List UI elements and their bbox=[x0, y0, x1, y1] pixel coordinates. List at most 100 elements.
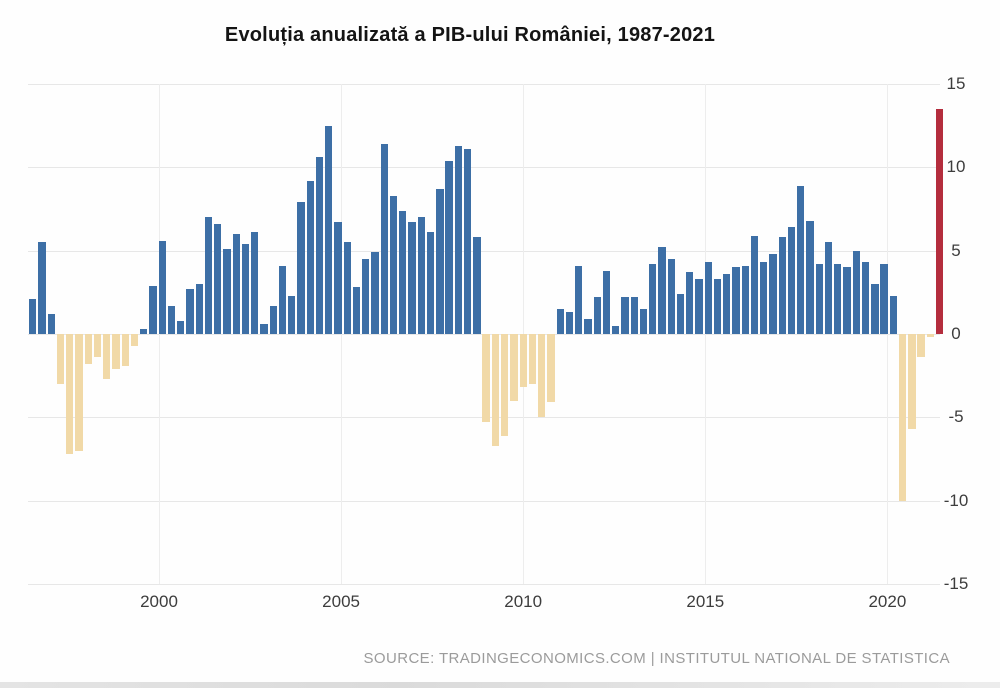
bar-2000-Q1[interactable] bbox=[149, 285, 157, 334]
bar-1996-Q4[interactable] bbox=[29, 299, 37, 334]
bar-2003-Q1[interactable] bbox=[260, 324, 268, 334]
bar-2006-Q4[interactable] bbox=[399, 210, 407, 334]
bar-2014-Q3[interactable] bbox=[686, 272, 694, 334]
bar-2001-Q1[interactable] bbox=[186, 289, 194, 334]
bar-2019-Q4[interactable] bbox=[880, 264, 888, 334]
bar-2009-Q4[interactable] bbox=[510, 334, 518, 401]
bar-2004-Q4[interactable] bbox=[325, 125, 333, 334]
bar-1998-Q4[interactable] bbox=[103, 334, 111, 379]
bar-2015-Q4[interactable] bbox=[732, 267, 740, 334]
bar-1997-Q3[interactable] bbox=[56, 334, 65, 384]
bar-2018-Q1[interactable] bbox=[815, 264, 823, 334]
bar-2000-Q2[interactable] bbox=[158, 240, 166, 334]
bar-2001-Q4[interactable] bbox=[214, 224, 222, 334]
bar-2014-Q1[interactable] bbox=[667, 259, 675, 334]
bar-2007-Q3[interactable] bbox=[426, 232, 435, 334]
bar-2017-Q1[interactable] bbox=[778, 237, 786, 334]
bar-1998-Q1[interactable] bbox=[75, 334, 83, 451]
bar-2011-Q4[interactable] bbox=[584, 319, 592, 334]
bar-2011-Q1[interactable] bbox=[556, 309, 564, 334]
bar-2004-Q3[interactable] bbox=[315, 157, 324, 334]
bar-2021-Q1[interactable] bbox=[926, 334, 935, 338]
bar-2010-Q2[interactable] bbox=[528, 334, 537, 384]
bar-2015-Q3[interactable] bbox=[723, 274, 731, 334]
bar-2019-Q2[interactable] bbox=[861, 262, 870, 334]
bar-2005-Q1[interactable] bbox=[334, 222, 342, 334]
bar-2018-Q2[interactable] bbox=[824, 242, 833, 334]
bar-2001-Q3[interactable] bbox=[204, 217, 213, 334]
bar-2017-Q2[interactable] bbox=[787, 227, 796, 334]
bar-2009-Q1[interactable] bbox=[482, 334, 490, 423]
bar-2002-Q2[interactable] bbox=[232, 234, 240, 334]
bar-2012-Q2[interactable] bbox=[602, 270, 611, 334]
bar-2008-Q1[interactable] bbox=[445, 160, 453, 334]
bar-2020-Q2[interactable] bbox=[898, 334, 907, 501]
bar-2016-Q2[interactable] bbox=[750, 235, 759, 334]
bar-2000-Q3[interactable] bbox=[167, 305, 176, 334]
bar-2010-Q1[interactable] bbox=[519, 334, 527, 388]
bar-2016-Q3[interactable] bbox=[760, 262, 768, 334]
bar-2011-Q3[interactable] bbox=[575, 265, 583, 334]
bar-2006-Q2[interactable] bbox=[380, 144, 388, 334]
bar-2003-Q3[interactable] bbox=[278, 265, 287, 334]
bar-2004-Q1[interactable] bbox=[297, 202, 305, 334]
bar-2018-Q3[interactable] bbox=[834, 264, 842, 334]
bar-2018-Q4[interactable] bbox=[843, 267, 851, 334]
bar-2001-Q2[interactable] bbox=[195, 284, 203, 334]
bar-2008-Q3[interactable] bbox=[463, 149, 472, 334]
bar-2016-Q4[interactable] bbox=[769, 254, 777, 334]
bar-2007-Q4[interactable] bbox=[436, 189, 444, 334]
bar-2003-Q2[interactable] bbox=[269, 305, 277, 334]
bar-2010-Q3[interactable] bbox=[538, 334, 546, 418]
bar-1999-Q2[interactable] bbox=[121, 334, 129, 366]
bar-1999-Q1[interactable] bbox=[112, 334, 120, 369]
bar-1999-Q3[interactable] bbox=[130, 334, 139, 346]
bar-2014-Q4[interactable] bbox=[695, 279, 703, 334]
bar-2010-Q4[interactable] bbox=[547, 334, 555, 403]
bar-2019-Q3[interactable] bbox=[871, 284, 879, 334]
bar-2008-Q2[interactable] bbox=[454, 145, 463, 334]
bar-1998-Q3[interactable] bbox=[93, 334, 102, 358]
y-tick-label: -15 bbox=[943, 574, 969, 593]
bar-2009-Q3[interactable] bbox=[501, 334, 509, 436]
bar-2021-Q2[interactable] bbox=[935, 109, 944, 334]
bar-2011-Q2[interactable] bbox=[565, 312, 574, 334]
bar-2013-Q1[interactable] bbox=[630, 297, 638, 334]
bar-2002-Q1[interactable] bbox=[223, 249, 231, 334]
bar-2006-Q3[interactable] bbox=[389, 195, 398, 334]
bar-2003-Q4[interactable] bbox=[288, 295, 296, 334]
bar-2013-Q4[interactable] bbox=[658, 247, 666, 334]
bar-1997-Q4[interactable] bbox=[66, 334, 74, 454]
bar-2020-Q3[interactable] bbox=[908, 334, 916, 429]
bar-2012-Q1[interactable] bbox=[593, 297, 601, 334]
bar-2002-Q3[interactable] bbox=[241, 244, 250, 334]
bar-2005-Q4[interactable] bbox=[362, 259, 370, 334]
bar-2005-Q2[interactable] bbox=[343, 242, 351, 334]
bar-2012-Q4[interactable] bbox=[621, 297, 629, 334]
bar-2017-Q3[interactable] bbox=[797, 185, 805, 334]
bar-2014-Q2[interactable] bbox=[676, 294, 685, 334]
bar-2007-Q1[interactable] bbox=[408, 222, 416, 334]
bar-2015-Q2[interactable] bbox=[713, 279, 722, 334]
bar-1998-Q2[interactable] bbox=[84, 334, 92, 364]
bar-2006-Q1[interactable] bbox=[371, 252, 379, 334]
bar-2015-Q1[interactable] bbox=[704, 262, 712, 334]
bar-1997-Q1[interactable] bbox=[38, 242, 46, 334]
bar-2016-Q1[interactable] bbox=[741, 265, 749, 334]
bar-2020-Q1[interactable] bbox=[889, 295, 897, 334]
bar-2017-Q4[interactable] bbox=[806, 220, 814, 334]
bar-2013-Q3[interactable] bbox=[649, 264, 657, 334]
bar-2005-Q3[interactable] bbox=[352, 287, 361, 334]
bar-2013-Q2[interactable] bbox=[639, 309, 648, 334]
bar-2019-Q1[interactable] bbox=[852, 250, 860, 334]
bar-1999-Q4[interactable] bbox=[140, 329, 148, 334]
bar-2020-Q4[interactable] bbox=[917, 334, 925, 358]
bar-2008-Q4[interactable] bbox=[473, 237, 481, 334]
bar-2004-Q2[interactable] bbox=[306, 180, 314, 334]
bar-2007-Q2[interactable] bbox=[417, 217, 425, 334]
bar-2009-Q2[interactable] bbox=[491, 334, 500, 446]
bar-2012-Q3[interactable] bbox=[612, 325, 620, 334]
bar-1997-Q2[interactable] bbox=[47, 314, 55, 334]
bar-2002-Q4[interactable] bbox=[251, 232, 259, 334]
bar-2000-Q4[interactable] bbox=[177, 320, 185, 334]
